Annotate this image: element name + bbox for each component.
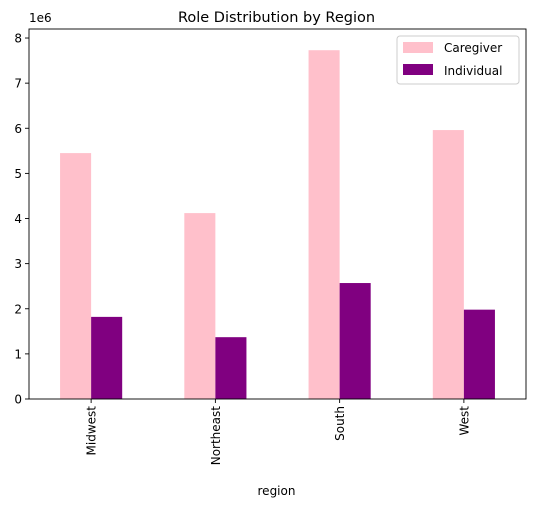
y-tick-label: 7 [14, 77, 22, 91]
plot-frame [28, 28, 527, 400]
y-tick-label: 4 [14, 212, 22, 226]
bar-caregiver-south [308, 50, 340, 400]
x-tick-label-northeast: Northeast [209, 406, 223, 466]
y-tick-label: 8 [14, 32, 22, 46]
y-tick-label: 0 [14, 393, 22, 407]
legend-swatch-individual [403, 64, 433, 75]
chart-title: Role Distribution by Region [178, 10, 375, 26]
x-tick-label-west: West [457, 406, 471, 436]
y-tick-label: 3 [14, 257, 22, 271]
y-tick-label: 5 [14, 167, 22, 181]
bar-caregiver-midwest [60, 153, 92, 399]
bar-individual-midwest [91, 316, 123, 399]
y-tick-label: 6 [14, 122, 22, 136]
legend-label-caregiver: Caregiver [444, 41, 502, 55]
x-axis-label: region [258, 484, 296, 498]
bar-caregiver-west [432, 130, 464, 399]
bar-caregiver-northeast [184, 213, 216, 399]
x-tick-label-south: South [333, 406, 347, 441]
legend-label-individual: Individual [444, 64, 502, 78]
bar-individual-west [463, 309, 495, 399]
bar-individual-northeast [215, 337, 247, 399]
bar-individual-south [339, 283, 371, 399]
x-tick-label-midwest: Midwest [85, 406, 99, 456]
y-tick-label: 2 [14, 302, 22, 316]
y-tick-label: 1 [14, 347, 22, 361]
legend: Caregiver Individual [396, 35, 520, 85]
y-offset-label: 1e6 [29, 11, 52, 25]
legend-swatch-caregiver [403, 42, 433, 53]
